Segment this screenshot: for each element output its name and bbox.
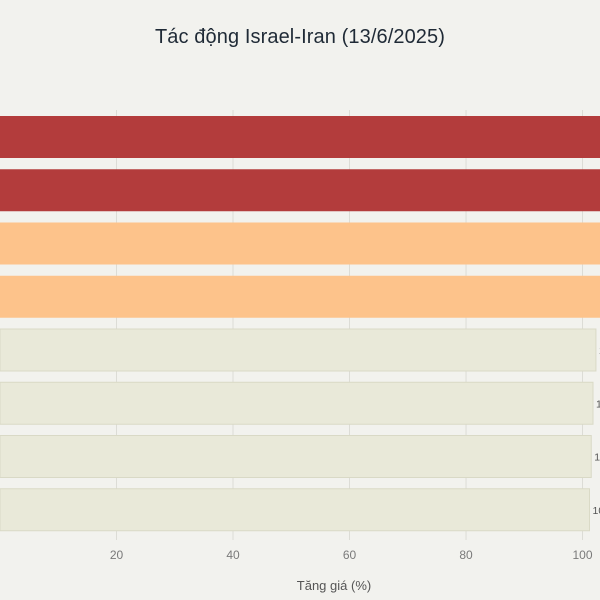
bar-value-label: 101.5 (594, 452, 600, 464)
bar (0, 275, 600, 318)
bar (0, 116, 600, 158)
bar-value-label: 101.2 (593, 505, 600, 517)
bar (0, 222, 600, 265)
bar-value-label: 101.8 (596, 398, 600, 410)
x-axis-title: Tăng giá (%) (297, 578, 371, 593)
bar-value-label: 102. (599, 345, 600, 357)
bar (0, 169, 600, 212)
bar (0, 381, 594, 425)
bar (0, 328, 597, 372)
x-tick-label: 40 (226, 548, 240, 562)
bar (0, 488, 591, 532)
x-tick-label: 100 (573, 548, 593, 562)
x-tick-label: 60 (343, 548, 357, 562)
x-tick-label: 20 (110, 548, 124, 562)
bar (0, 435, 592, 478)
chart-title: Tác động Israel-Iran (13/6/2025) (154, 26, 446, 48)
x-tick-label: 80 (459, 548, 473, 562)
